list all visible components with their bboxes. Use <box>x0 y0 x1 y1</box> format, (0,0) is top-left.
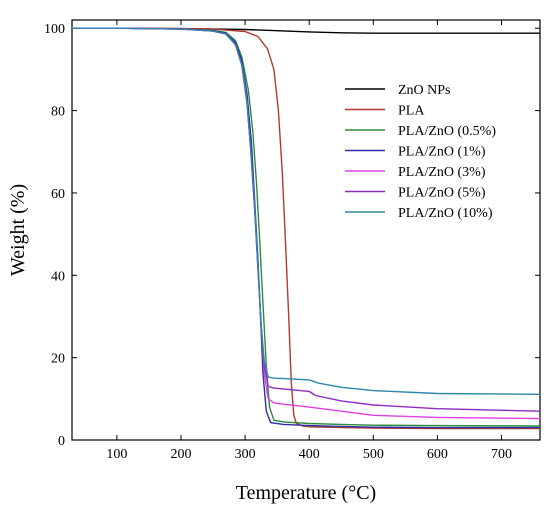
x-tick-label: 300 <box>235 447 256 462</box>
legend-label: PLA/ZnO (0.5%) <box>398 124 496 139</box>
series-line-5 <box>72 27 541 420</box>
x-tick-label: 200 <box>170 447 191 462</box>
y-tick-label: 60 <box>51 187 65 202</box>
plot-frame <box>71 19 541 441</box>
y-tick-label: 20 <box>51 352 65 367</box>
y-axis-title: Weight (%) <box>7 184 29 276</box>
y-tick-label: 0 <box>58 434 65 449</box>
x-tick-label: 500 <box>363 447 384 462</box>
series-line-3 <box>72 27 541 427</box>
x-axis-title: Temperature (°C) <box>236 482 376 504</box>
legend-label: PLA/ZnO (1%) <box>398 145 486 160</box>
series-line-7 <box>72 27 541 395</box>
x-tick-label: 700 <box>491 447 512 462</box>
legend-label: PLA/ZnO (10%) <box>398 206 493 221</box>
y-tick-label: 80 <box>51 105 65 120</box>
legend-label: ZnO NPs <box>398 83 451 98</box>
x-tick-label: 400 <box>299 447 320 462</box>
legend-label: PLA/ZnO (3%) <box>398 165 486 180</box>
y-tick-label: 40 <box>51 269 65 284</box>
y-tick-label: 100 <box>44 22 65 37</box>
series-line-4 <box>72 27 540 429</box>
x-tick-label: 600 <box>427 447 448 462</box>
series-line-2 <box>72 27 540 430</box>
legend-label: PLA/ZnO (5%) <box>398 186 486 201</box>
legend-label: PLA <box>398 104 425 119</box>
x-tick-label: 100 <box>106 447 127 462</box>
